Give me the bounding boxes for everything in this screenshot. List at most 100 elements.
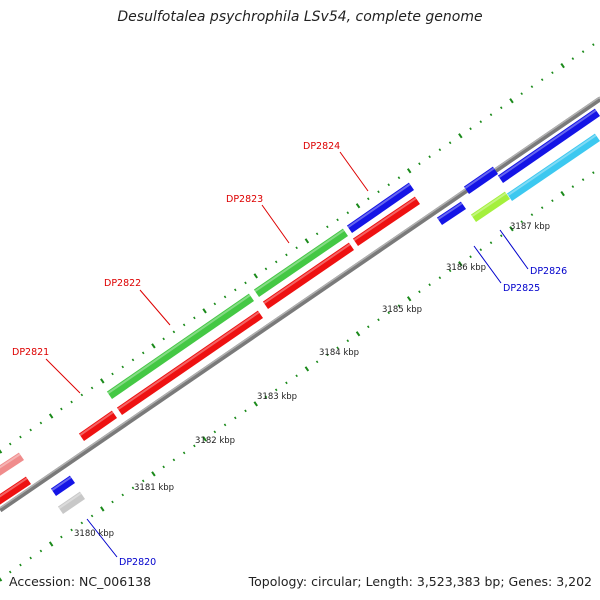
outer-tick-mark [253,273,258,279]
genome-backbone-highlight [0,96,600,509]
gene-feature-small-blue-highlight [51,476,72,492]
gene-feature-blue[interactable] [463,166,498,194]
outer-tick-mark [458,133,463,139]
outer-tick-mark [39,421,43,425]
gene-feature-red[interactable] [116,310,263,415]
outer-tick-mark [274,260,278,264]
outer-tick-mark [223,295,227,299]
outer-tick-mark [499,106,503,110]
outer-tick-mark [80,393,84,397]
inner-tick-mark [592,171,595,175]
leader-dp2822 [139,289,171,326]
outer-tick-mark [121,365,125,369]
gene-label-dp2824[interactable]: DP2824 [303,141,340,152]
inner-tick-mark [499,234,503,238]
gene-feature-dp2821-highlight [79,411,114,437]
gene-feature-pink[interactable] [0,452,24,479]
gene-feature-blue-long[interactable] [497,108,600,183]
inner-tick-mark [151,471,156,477]
outer-tick-mark [19,435,22,439]
outer-tick-mark [489,113,493,117]
inner-tick-mark [193,444,196,448]
gene-feature-dp2824-highlight [347,183,411,229]
inner-tick-mark [234,416,237,420]
outer-tick-mark [131,358,135,362]
outer-tick-mark [397,176,401,180]
inner-tick-mark [19,563,22,567]
outer-tick-mark [193,316,196,320]
inner-tick-mark [8,570,12,574]
gene-feature-dp2824[interactable] [346,182,414,233]
gene-feature-dp2826-highlight [507,134,597,197]
genome-summary: Topology: circular; Length: 3,523,383 bp… [248,574,592,589]
outer-tick-mark [234,288,237,292]
outer-tick-mark [60,407,63,411]
outer-tick-mark [172,330,176,334]
outer-tick-mark [448,141,452,145]
inner-tick-mark [80,521,84,525]
inner-tick-mark [223,423,227,427]
leader-dp2824 [339,151,369,192]
inner-tick-mark [469,255,472,259]
gene-feature-red[interactable] [352,196,420,246]
kbp-label-3184: 3184 kbp [319,348,359,358]
gene-feature-dp2825-neighbor-highlight [437,202,463,221]
outer-tick-mark [48,413,54,419]
inner-tick-mark [581,178,585,182]
gene-label-dp2821[interactable]: DP2821 [12,347,49,358]
inner-tick-mark [418,290,421,294]
inner-tick-mark [48,541,54,547]
inner-tick-mark [326,353,329,357]
inner-tick-mark [479,248,483,252]
kbp-label-3180: 3180 kbp [74,529,114,539]
gene-feature-dp2821[interactable] [78,410,117,441]
gene-feature-small-blue[interactable] [50,475,75,496]
outer-tick-mark [581,50,585,54]
gene-feature-red[interactable] [0,476,31,508]
inner-tick-mark [530,213,534,217]
inner-tick-mark [90,514,94,518]
outer-tick-mark [592,43,595,47]
outer-tick-mark [8,442,12,446]
outer-tick-mark [366,197,370,201]
gene-label-dp2825[interactable]: DP2825 [503,283,540,294]
gene-feature-dp2826[interactable] [506,133,600,201]
inner-tick-mark [304,366,310,372]
outer-tick-mark [326,225,329,229]
inner-tick-mark [397,304,401,308]
gene-feature-dp2823[interactable] [253,228,348,297]
leader-dp2823 [261,204,290,244]
inner-tick-mark [162,465,165,469]
gene-label-dp2820[interactable]: DP2820 [119,557,156,568]
gene-feature-blue-highlight [464,167,495,190]
kbp-label-3186: 3186 kbp [446,263,486,273]
gene-label-dp2823[interactable]: DP2823 [226,194,263,205]
inner-tick-mark [336,346,339,350]
inner-tick-mark [551,199,554,203]
inner-tick-mark [202,436,207,442]
gene-feature-red-highlight [263,243,351,305]
inner-tick-mark [520,220,524,224]
gene-label-dp2822[interactable]: DP2822 [104,278,141,289]
outer-tick-mark [182,323,186,327]
outer-tick-mark [438,148,442,152]
outer-tick-mark [70,400,73,404]
gene-feature-red-highlight [117,311,260,411]
gene-feature-dp2822[interactable] [106,293,254,399]
inner-tick-mark [295,374,298,378]
gene-feature-pink-highlight [0,453,21,469]
inner-tick-mark [29,556,32,560]
outer-tick-mark [244,281,247,285]
gene-feature-dp2825[interactable] [470,191,510,222]
leader-dp2821 [45,358,81,394]
gene-label-dp2826[interactable]: DP2826 [530,266,567,277]
outer-tick-mark [90,386,94,390]
gene-feature-dp2825-neighbor[interactable] [436,201,466,225]
gene-feature-red[interactable] [262,242,354,309]
gene-feature-dp2820[interactable] [57,491,85,514]
outer-tick-mark [0,449,3,454]
outer-tick-mark [346,211,350,215]
inner-tick-mark [141,479,145,483]
inner-tick-mark [387,311,391,315]
